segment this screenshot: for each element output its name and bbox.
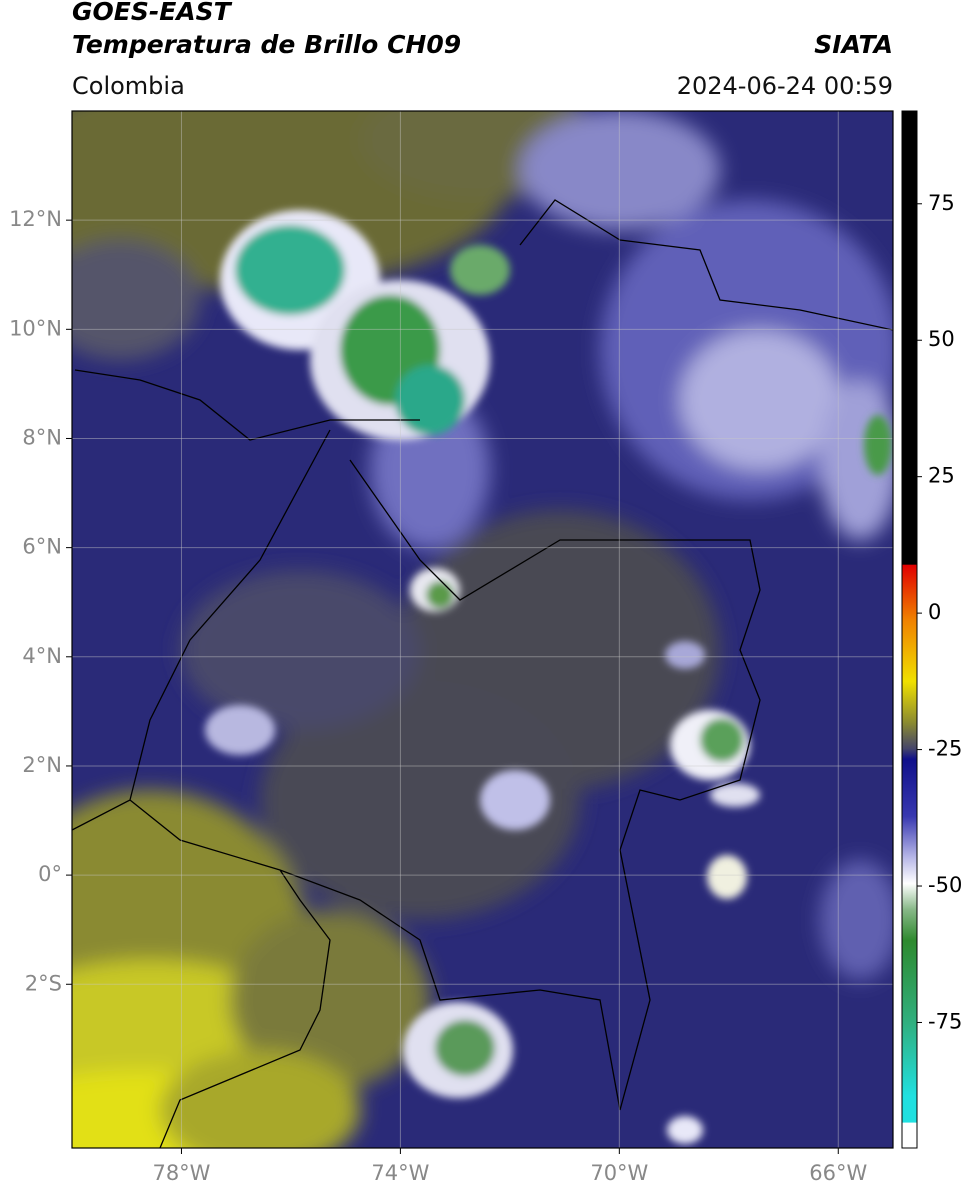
- title: Temperatura de Brillo CH09: [72, 30, 461, 59]
- y-tick-label: 2°N: [22, 753, 62, 777]
- y-tick-label: 0°: [38, 862, 62, 886]
- title: GOES-EAST: [72, 0, 233, 26]
- borders: [72, 199, 893, 1148]
- colorbar-label: 50: [928, 327, 955, 351]
- map-frame: [71, 110, 894, 1149]
- colorbar-label: -75: [928, 1009, 962, 1033]
- colorbar-label: -25: [928, 737, 962, 761]
- timestamp: 2024-06-24 00:59: [677, 72, 893, 100]
- y-tick-label: 2°S: [25, 971, 62, 995]
- y-tick-label: 12°N: [9, 207, 62, 231]
- y-tick-label: 10°N: [9, 316, 62, 340]
- x-tick-label: 78°W: [152, 1161, 210, 1185]
- colorbar: [901, 110, 918, 1149]
- y-tick-label: 6°N: [22, 535, 62, 559]
- colorbar-label: 0: [928, 600, 941, 624]
- region: Colombia: [72, 72, 185, 100]
- colorbar-label: 25: [928, 464, 955, 488]
- y-tick-label: 8°N: [22, 425, 62, 449]
- colorbar-label: -50: [928, 873, 962, 897]
- x-tick-label: 70°W: [590, 1161, 648, 1185]
- satellite-image: [72, 111, 893, 1148]
- x-tick-label: 66°W: [809, 1161, 867, 1185]
- y-tick-label: 4°N: [22, 644, 62, 668]
- source: SIATA: [814, 30, 893, 59]
- colorbar-label: 75: [928, 191, 955, 215]
- x-tick-label: 74°W: [371, 1161, 429, 1185]
